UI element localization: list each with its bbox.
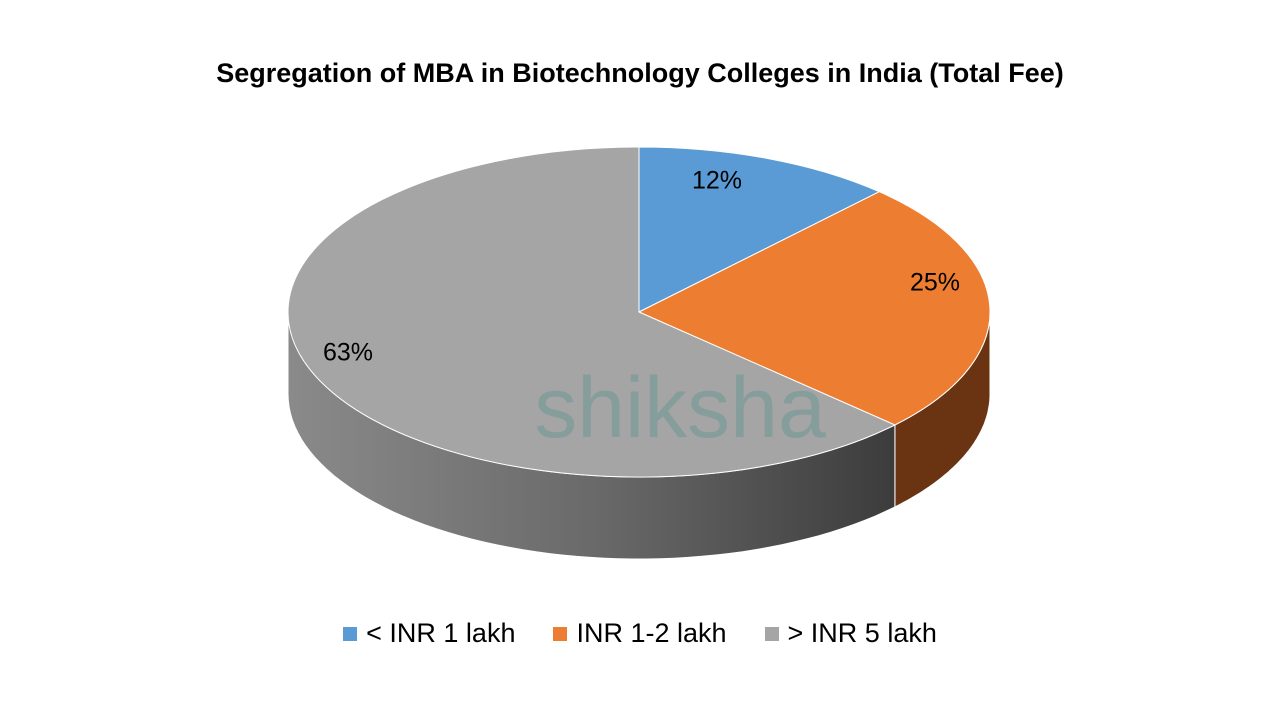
- pie-slice: [287, 146, 897, 478]
- legend-swatch: [343, 626, 358, 641]
- legend-item: < INR 1 lakh: [343, 618, 515, 649]
- pie-slice: [638, 146, 881, 313]
- watermark-logo: shiksha: [534, 360, 826, 456]
- legend-swatch: [553, 626, 568, 641]
- data-label: 12%: [692, 167, 742, 195]
- chart-title: Segregation of MBA in Biotechnology Coll…: [216, 58, 1064, 88]
- legend-label: > INR 5 lakh: [787, 618, 937, 648]
- data-label: 25%: [910, 269, 960, 297]
- legend-swatch: [764, 626, 779, 641]
- legend-label: INR 1-2 lakh: [576, 618, 727, 648]
- legend-item: > INR 5 lakh: [764, 618, 937, 649]
- data-label: 63%: [323, 339, 373, 367]
- legend-label: < INR 1 lakh: [366, 618, 516, 648]
- legend: < INR 1 lakh INR 1-2 lakh > INR 5 lakh: [0, 618, 1280, 649]
- legend-item: INR 1-2 lakh: [553, 618, 727, 649]
- pie-slice: [637, 191, 991, 426]
